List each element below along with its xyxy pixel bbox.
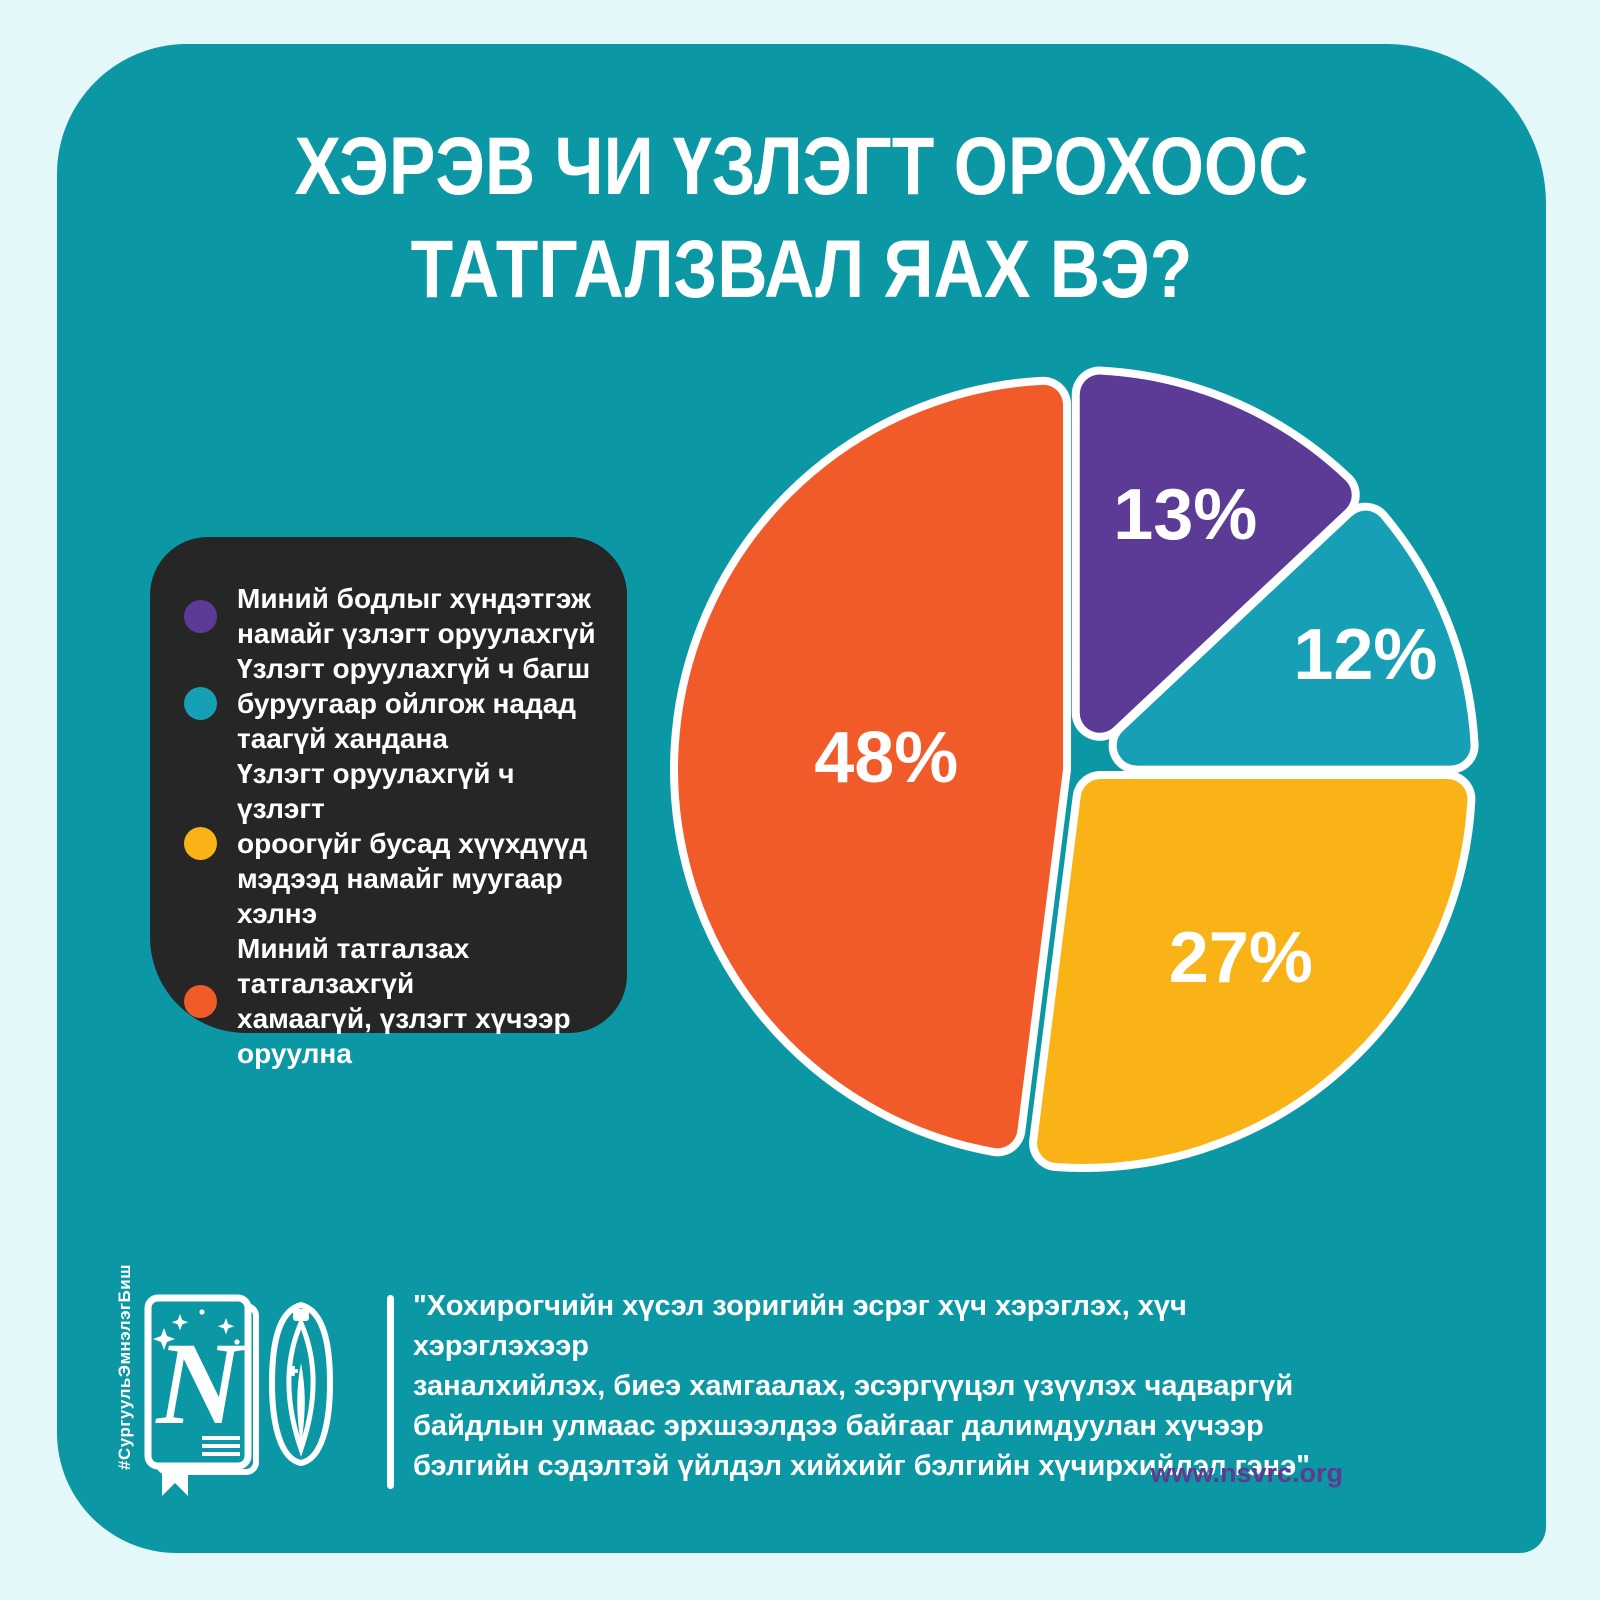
teal-card: ХЭРЭВ ЧИ ҮЗЛЭГТ ОРОХООС ТАТГАЛЗВАЛ ЯАХ В… bbox=[57, 44, 1546, 1553]
pie-slice bbox=[1079, 374, 1352, 733]
book-logo-icon: N bbox=[144, 1294, 259, 1496]
legend-color-dot-orange bbox=[184, 984, 217, 1018]
legend-item-label: Миний бодлыг хүндэтгэж намайг үзлэгт ору… bbox=[237, 583, 596, 649]
pie-slice-label: 13% bbox=[1113, 475, 1257, 555]
vulva-icon bbox=[268, 1301, 334, 1467]
pie-slice bbox=[1116, 510, 1471, 766]
pie-slice-label: 12% bbox=[1293, 615, 1437, 695]
quote-text: "Хохирогчийн хүсэл зоригийн эсрэг хүч хэ… bbox=[413, 1290, 1310, 1483]
legend-color-dot-yellow bbox=[184, 827, 217, 860]
pie-slice-label: 27% bbox=[1169, 918, 1313, 998]
page-title: ХЭРЭВ ЧИ ҮЗЛЭГТ ОРОХООС ТАТГАЛЗВАЛ ЯАХ В… bbox=[294, 121, 1309, 315]
legend-item: Миний татгалзах татгалзахгүй хамаагүй, ү… bbox=[184, 931, 601, 1071]
legend-color-dot-teal bbox=[184, 687, 217, 720]
legend-item: Үзлэгт оруулахгүй ч багш буруугаар ойлго… bbox=[184, 651, 601, 756]
legend-item: Миний бодлыг хүндэтгэж намайг үзлэгт ору… bbox=[184, 581, 601, 651]
pie-slice-label: 48% bbox=[814, 718, 958, 798]
pie-slice bbox=[678, 384, 1064, 1149]
legend-color-dot-purple bbox=[184, 599, 217, 633]
legend-item-label: Миний татгалзах татгалзахгүй хамаагүй, ү… bbox=[237, 933, 571, 1069]
pie-slice bbox=[1037, 779, 1468, 1164]
pie-chart: 13% 12% 27% 48% bbox=[660, 355, 1490, 1185]
footer-divider bbox=[387, 1295, 394, 1489]
hashtag-vertical-text: #СургуульЭмнэлэгБиш bbox=[115, 1264, 134, 1470]
chart-legend: Миний бодлыг хүндэтгэж намайг үзлэгт ору… bbox=[150, 537, 627, 1069]
legend-item-label: Үзлэгт оруулахгүй ч үзлэгт ороогүйг буса… bbox=[237, 758, 588, 929]
website-url[interactable]: www.nsvrc.org bbox=[1150, 1458, 1343, 1488]
legend-item: Үзлэгт оруулахгүй ч үзлэгт ороогүйг буса… bbox=[184, 756, 601, 931]
legend-item-label: Үзлэгт оруулахгүй ч багш буруугаар ойлго… bbox=[237, 653, 591, 754]
